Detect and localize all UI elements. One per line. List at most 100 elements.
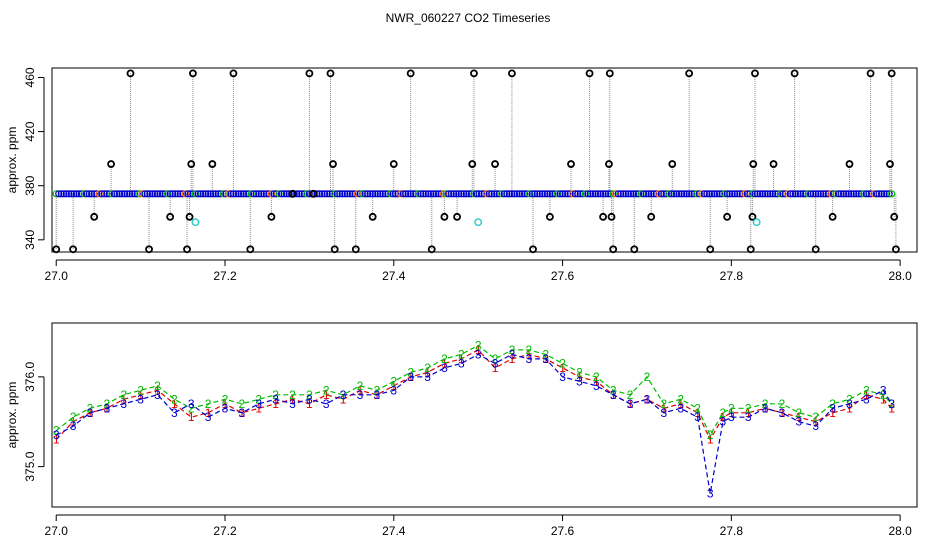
baseline-point xyxy=(753,190,762,198)
bottom-y-axis-label: approx. ppm xyxy=(5,382,19,449)
outlier-point xyxy=(605,160,613,168)
outlier-point xyxy=(749,160,758,168)
outlier-point xyxy=(647,212,656,221)
baseline-point xyxy=(485,190,493,198)
series-1-point: 1 xyxy=(677,397,684,411)
baseline-point xyxy=(541,190,549,198)
baseline-point xyxy=(665,190,673,198)
series-2-point: 2 xyxy=(829,397,836,411)
baseline-point xyxy=(609,190,617,198)
outlier-point xyxy=(229,69,238,78)
baseline-point xyxy=(870,190,878,198)
baseline-point xyxy=(75,190,83,198)
baseline-point xyxy=(819,190,827,198)
series-3-point: 3 xyxy=(171,406,178,420)
baseline-point xyxy=(417,190,425,198)
series-2-point: 2 xyxy=(542,347,549,361)
baseline-point xyxy=(510,190,519,198)
baseline-point xyxy=(705,190,714,198)
chart-title: NWR_060227 CO2 Timeseries xyxy=(386,11,551,25)
series-3-point: 3 xyxy=(441,361,448,375)
series-3-point: 3 xyxy=(458,356,465,370)
series-2-point: 2 xyxy=(255,392,262,406)
baseline-point xyxy=(576,190,584,198)
baseline-point xyxy=(802,190,810,198)
baseline-point xyxy=(118,190,126,198)
baseline-point xyxy=(379,190,387,198)
baseline-point xyxy=(637,190,645,198)
baseline-point xyxy=(685,190,693,198)
top-y-tick-label: 460 xyxy=(23,67,37,87)
baseline-point xyxy=(647,190,655,198)
series-3-point: 3 xyxy=(559,370,566,384)
baseline-point xyxy=(386,190,395,198)
series-1-point: 1 xyxy=(796,410,803,424)
series-3-point: 3 xyxy=(255,397,262,411)
baseline-point xyxy=(837,190,845,198)
series-3-point: 3 xyxy=(627,397,634,411)
top-marks xyxy=(52,69,900,254)
cyan-point xyxy=(474,218,483,227)
baseline-point xyxy=(475,190,483,198)
baseline-point xyxy=(346,190,354,198)
baseline-point xyxy=(174,190,182,198)
baseline-point xyxy=(594,190,602,198)
series-1-point: 1 xyxy=(340,392,347,406)
baseline-point xyxy=(680,190,688,198)
baseline-point xyxy=(612,190,620,198)
baseline-point xyxy=(683,190,691,198)
bottom-x-tick-label: 27.0 xyxy=(45,524,69,538)
baseline-point xyxy=(736,190,744,198)
baseline-point xyxy=(224,190,232,198)
outlier-point xyxy=(746,245,755,254)
baseline-point xyxy=(57,190,65,198)
baseline-point xyxy=(412,190,420,198)
outlier-point xyxy=(567,160,575,168)
baseline-point xyxy=(181,190,189,198)
series-2-point: 2 xyxy=(559,356,566,370)
series-3-point: 3 xyxy=(239,406,246,420)
top-x-tick-label: 27.2 xyxy=(213,269,237,283)
series-1-point: 1 xyxy=(863,388,870,402)
series-2-point: 2 xyxy=(745,401,752,415)
outlier-point xyxy=(288,189,297,198)
series-3-point: 3 xyxy=(745,410,752,424)
baseline-point xyxy=(520,190,529,198)
series-2-point: 2 xyxy=(812,410,819,424)
baseline-point xyxy=(764,190,772,198)
baseline-point xyxy=(364,190,372,198)
baseline-point xyxy=(184,190,192,198)
outlier-point xyxy=(706,245,715,254)
baseline-point xyxy=(670,190,678,198)
baseline-point xyxy=(209,190,217,198)
baseline-point xyxy=(201,190,210,198)
series-1-point: 1 xyxy=(812,415,819,429)
series-2-point: 2 xyxy=(188,401,195,415)
series-3-point: 3 xyxy=(796,415,803,429)
series-2-point: 2 xyxy=(272,388,279,402)
baseline-point xyxy=(333,190,341,198)
series-3-point: 3 xyxy=(390,383,397,397)
baseline-point xyxy=(265,190,273,198)
top-x-tick-label: 27.4 xyxy=(382,269,406,283)
baseline-point xyxy=(126,190,134,198)
baseline-point xyxy=(113,190,121,198)
baseline-point xyxy=(356,190,364,198)
baseline-point xyxy=(260,190,268,198)
outlier-point xyxy=(185,212,194,221)
baseline-point xyxy=(660,190,668,198)
series-3-point: 3 xyxy=(694,410,701,424)
baseline-point xyxy=(723,190,731,198)
series-2-point: 2 xyxy=(576,365,583,379)
baseline-point xyxy=(98,190,106,198)
outlier-point xyxy=(351,245,360,254)
baseline-point xyxy=(196,190,205,198)
series-2-point: 2 xyxy=(239,397,246,411)
baseline-point xyxy=(548,190,557,198)
baseline-point xyxy=(569,190,577,198)
baseline-point xyxy=(601,190,610,198)
baseline-point xyxy=(733,190,741,198)
series-2-point: 2 xyxy=(720,406,727,420)
top-y-axis-label: approx. ppm xyxy=(5,127,19,194)
series-3-point: 3 xyxy=(205,410,212,424)
